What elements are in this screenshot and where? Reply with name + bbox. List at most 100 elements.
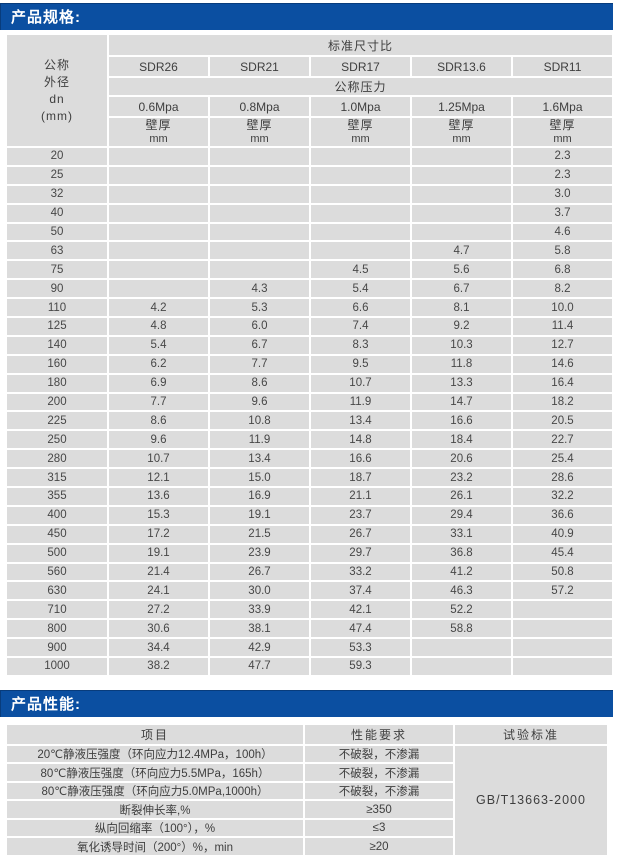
wall-thickness-cell xyxy=(513,639,612,657)
table-row: 40 3.7 xyxy=(7,204,612,222)
wall-thickness-cell: 37.4 xyxy=(311,582,410,600)
wall-thickness-cell: 6.9 xyxy=(109,374,208,392)
table-row: 1000 38.2 47.7 59.3 xyxy=(7,658,612,675)
performance-section-title: 产品性能: xyxy=(11,695,81,713)
wall-thickness-cell: 19.1 xyxy=(109,544,208,562)
wall-thickness-cell: 8.3 xyxy=(311,336,410,354)
wall-thickness-cell: 7.7 xyxy=(109,393,208,411)
wall-thickness-cell xyxy=(412,204,511,222)
sdr-label: SDR11 xyxy=(513,57,612,76)
dn-cell: 280 xyxy=(7,450,107,468)
wall-thickness-cell: 38.1 xyxy=(210,620,309,638)
wall-thickness-cell xyxy=(109,223,208,241)
wall-thickness-cell: 11.8 xyxy=(412,355,511,373)
wall-thickness-cell: 45.4 xyxy=(513,544,612,562)
dn-cell: 315 xyxy=(7,469,107,487)
perf-requirement-cell: ≤3 xyxy=(305,819,453,837)
wall-thickness-cell: 9.6 xyxy=(210,393,309,411)
wall-thickness-cell: 29.4 xyxy=(412,506,511,524)
wall-thickness-cell: 18.4 xyxy=(412,431,511,449)
pressure-group-header: 公称压力 xyxy=(109,78,612,95)
wall-thickness-cell: 22.7 xyxy=(513,431,612,449)
dn-cell: 25 xyxy=(7,166,107,184)
wall-thickness-cell: 47.4 xyxy=(311,620,410,638)
table-row: 560 21.4 26.7 33.2 41.2 50.8 xyxy=(7,563,612,581)
perf-header-standard: 试验标准 xyxy=(455,724,607,744)
wall-thickness-cell xyxy=(311,223,410,241)
wall-thickness-cell xyxy=(109,261,208,279)
wall-thickness-cell: 34.4 xyxy=(109,639,208,657)
wall-thickness-cell: 15.3 xyxy=(109,506,208,524)
wall-thickness-cell: 10.7 xyxy=(109,450,208,468)
wall-thickness-cell: 42.9 xyxy=(210,639,309,657)
table-row: 900 34.4 42.9 53.3 xyxy=(7,639,612,657)
dn-cell: 450 xyxy=(7,525,107,543)
wall-thickness-cell: 24.1 xyxy=(109,582,208,600)
wall-thickness-cell: 27.2 xyxy=(109,601,208,619)
perf-item-cell: 纵向回缩率（100°），% xyxy=(7,819,303,837)
table-row: 140 5.4 6.7 8.3 10.3 12.7 xyxy=(7,336,612,354)
wall-thickness-cell: 14.6 xyxy=(513,355,612,373)
wall-thickness-cell: 2.3 xyxy=(513,166,612,184)
wall-thickness-cell: 6.7 xyxy=(210,336,309,354)
wall-thickness-cell: 36.6 xyxy=(513,506,612,524)
table-row: 800 30.6 38.1 47.4 58.8 xyxy=(7,620,612,638)
wall-thickness-cell: 17.2 xyxy=(109,525,208,543)
wall-thickness-cell: 16.6 xyxy=(412,412,511,430)
wall-thickness-cell xyxy=(210,242,309,260)
wall-thickness-cell xyxy=(513,601,612,619)
wall-thickness-cell: 13.6 xyxy=(109,488,208,505)
wall-thickness-cell: 58.8 xyxy=(412,620,511,638)
wall-thickness-cell: 8.2 xyxy=(513,280,612,298)
wall-thickness-header: 壁厚 mm xyxy=(513,118,612,146)
wall-thickness-cell: 5.3 xyxy=(210,299,309,317)
wall-thickness-cell: 4.7 xyxy=(412,242,511,260)
pressure-label: 1.6Mpa xyxy=(513,97,612,116)
wall-thickness-cell: 9.2 xyxy=(412,318,511,335)
wall-thickness-cell xyxy=(109,280,208,298)
wall-thickness-cell: 7.4 xyxy=(311,318,410,335)
wall-thickness-cell: 5.6 xyxy=(412,261,511,279)
perf-item-cell: 80℃静液压强度（环向应力5.0MPa,1000h） xyxy=(7,782,303,800)
table-row: 110 4.2 5.3 6.6 8.1 10.0 xyxy=(7,299,612,317)
wall-thickness-cell: 23.2 xyxy=(412,469,511,487)
wall-thickness-cell xyxy=(412,185,511,203)
wall-thickness-cell: 40.9 xyxy=(513,525,612,543)
perf-header-item: 项目 xyxy=(7,724,303,744)
sdr-header-row: SDR26 SDR21 SDR17 SDR13.6 SDR11 xyxy=(7,57,612,76)
spec-section-title: 产品规格: xyxy=(11,9,81,26)
wall-thickness-cell: 21.1 xyxy=(311,488,410,505)
wall-thickness-cell: 4.2 xyxy=(109,299,208,317)
table-row: 250 9.6 11.9 14.8 18.4 22.7 xyxy=(7,431,612,449)
table-row: 160 6.2 7.7 9.5 11.8 14.6 xyxy=(7,355,612,373)
wall-thickness-cell: 10.3 xyxy=(412,336,511,354)
wall-thickness-cell: 14.7 xyxy=(412,393,511,411)
wall-thickness-cell: 16.9 xyxy=(210,488,309,505)
wall-thickness-cell: 4.3 xyxy=(210,280,309,298)
sdr-label: SDR13.6 xyxy=(412,57,511,76)
dn-cell: 160 xyxy=(7,355,107,373)
wall-thickness-cell: 26.1 xyxy=(412,488,511,505)
dn-cell: 90 xyxy=(7,280,107,298)
pressure-header-row: 0.6Mpa 0.8Mpa 1.0Mpa 1.25Mpa 1.6Mpa xyxy=(7,97,612,116)
perf-header-requirement: 性能要求 xyxy=(305,724,453,744)
wall-thickness-cell: 4.5 xyxy=(311,261,410,279)
wall-thickness-cell: 8.1 xyxy=(412,299,511,317)
sdr-label: SDR21 xyxy=(210,57,309,76)
dn-cell: 250 xyxy=(7,431,107,449)
performance-table: 项目 性能要求 试验标准 20℃静液压强度（环向应力12.4MPa，100h）不… xyxy=(5,723,609,857)
wall-thickness-cell xyxy=(412,148,511,165)
pressure-label: 0.8Mpa xyxy=(210,97,309,116)
wall-thickness-cell: 30.0 xyxy=(210,582,309,600)
wall-thickness-cell xyxy=(412,166,511,184)
dn-cell: 63 xyxy=(7,242,107,260)
table-row: 280 10.7 13.4 16.6 20.6 25.4 xyxy=(7,450,612,468)
table-row: 180 6.9 8.6 10.7 13.3 16.4 xyxy=(7,374,612,392)
wall-thickness-cell: 3.0 xyxy=(513,185,612,203)
wall-thickness-cell: 23.7 xyxy=(311,506,410,524)
wall-thickness-cell: 26.7 xyxy=(210,563,309,581)
wall-thickness-cell xyxy=(109,148,208,165)
wall-thickness-cell: 29.7 xyxy=(311,544,410,562)
wall-thickness-cell: 32.2 xyxy=(513,488,612,505)
wall-thickness-cell: 6.0 xyxy=(210,318,309,335)
